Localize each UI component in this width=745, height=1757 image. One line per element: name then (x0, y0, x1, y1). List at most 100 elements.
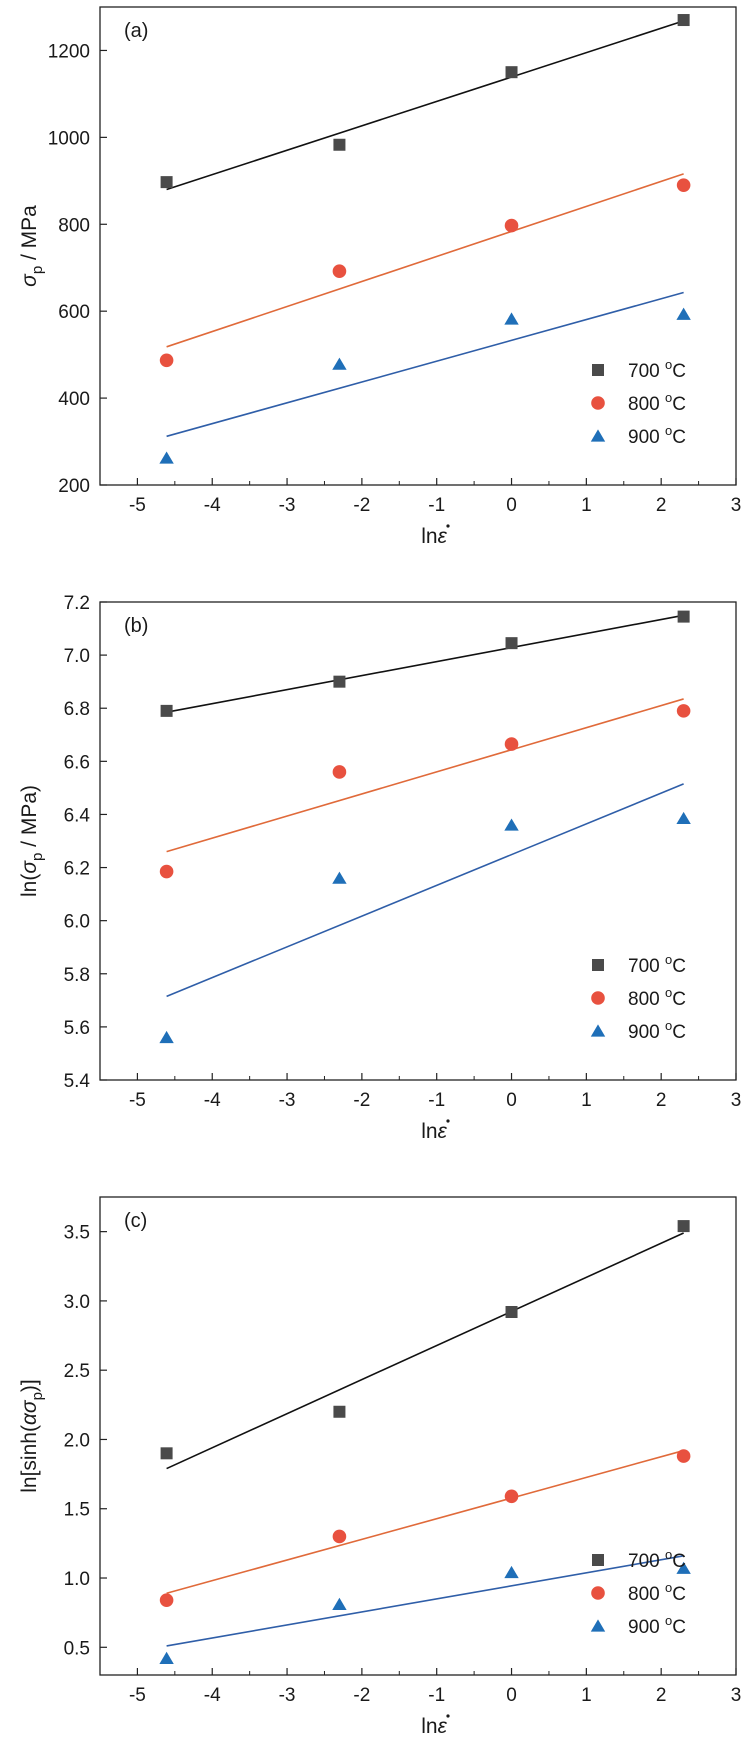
legend-label: 800 oC (628, 390, 686, 415)
data-point (333, 1405, 346, 1418)
x-tick-label: -4 (204, 1090, 221, 1111)
data-point (332, 871, 347, 884)
data-point (332, 765, 347, 779)
fit-line-3 (166, 783, 684, 998)
data-point (676, 178, 691, 192)
svg-text:lnε: lnε (421, 1715, 447, 1738)
data-point (332, 1597, 347, 1610)
fit-line-2 (166, 173, 684, 348)
fit-line-1 (166, 20, 684, 191)
legend-marker (591, 1586, 605, 1600)
data-point (676, 1561, 691, 1574)
y-tick-label: 400 (58, 389, 90, 410)
y-tick-label: 2.0 (64, 1430, 90, 1451)
y-tick-label: 600 (58, 302, 90, 323)
x-tick-label: 3 (731, 495, 742, 516)
x-tick-label: -5 (129, 495, 146, 516)
x-axis-label: lnε (421, 524, 450, 548)
fit-line-1 (166, 614, 684, 713)
data-point (676, 307, 691, 320)
x-tick-label: -2 (353, 1685, 370, 1706)
y-tick-label: 6.4 (64, 805, 91, 826)
y-tick-label: 1.5 (64, 1500, 90, 1521)
y-tick-label: 800 (58, 215, 90, 236)
x-tick-label: -1 (428, 495, 445, 516)
x-tick-label: 1 (581, 1685, 592, 1706)
panel-label: (b) (124, 615, 148, 637)
data-point (159, 451, 174, 464)
y-tick-label: 3.5 (64, 1223, 90, 1244)
legend-label: 700 oC (628, 357, 686, 382)
y-axis-label: σp / MPa (18, 205, 46, 287)
y-tick-label: 3.0 (64, 1292, 90, 1313)
y-tick-label: 0.5 (64, 1638, 90, 1659)
x-tick-label: 3 (731, 1090, 742, 1111)
legend-marker (591, 396, 605, 410)
data-point (676, 704, 691, 718)
plot-frame (99, 601, 737, 1081)
y-tick-label: 6.0 (64, 912, 90, 933)
data-point (677, 610, 690, 623)
legend-label: 700 oC (628, 952, 686, 977)
data-point (160, 704, 173, 717)
fit-line-2 (166, 1449, 684, 1595)
legend-marker (591, 991, 605, 1005)
fit-line-3 (166, 1555, 684, 1647)
x-axis-label: lnε (421, 1119, 450, 1143)
fit-line-1 (166, 1232, 684, 1470)
data-point (159, 1030, 174, 1044)
x-tick-label: 0 (506, 1685, 517, 1706)
x-axis-label-dot (446, 524, 450, 528)
y-tick-label: 5.4 (64, 1071, 91, 1092)
x-tick-label: -3 (279, 1090, 296, 1111)
data-point (677, 14, 690, 27)
svg-text:σp / MPa: σp / MPa (18, 205, 46, 287)
data-point (159, 1593, 174, 1607)
x-tick-label: -2 (353, 1090, 370, 1111)
legend-marker (590, 1024, 606, 1037)
y-tick-label: 1000 (48, 128, 90, 149)
data-point (505, 637, 518, 650)
x-axis-label-dot (446, 1119, 450, 1123)
legend-label: 800 oC (628, 1580, 686, 1605)
data-point (160, 1447, 173, 1460)
data-point (333, 138, 346, 151)
svg-text:ln[sinh(ασp)]: ln[sinh(ασp)] (18, 1379, 46, 1493)
x-tick-label: 2 (656, 1090, 667, 1111)
x-tick-label: -3 (279, 1685, 296, 1706)
data-point (504, 1565, 519, 1579)
data-point (677, 1220, 690, 1233)
x-tick-label: 1 (581, 1090, 592, 1111)
svg-text:lnε: lnε (421, 525, 447, 548)
legend-marker (592, 959, 604, 971)
legend-marker (592, 364, 604, 376)
fit-line-2 (166, 698, 684, 853)
x-tick-label: -4 (204, 1685, 221, 1706)
x-tick-label: -5 (129, 1090, 146, 1111)
data-point (332, 1529, 347, 1544)
legend-marker (590, 429, 606, 442)
x-tick-label: -1 (428, 1090, 445, 1111)
fit-line-3 (166, 291, 684, 438)
data-point (505, 1305, 518, 1318)
y-axis-label: ln[sinh(ασp)] (18, 1379, 46, 1493)
data-point (332, 357, 347, 370)
data-point (333, 675, 346, 688)
y-tick-label: 6.2 (64, 859, 90, 880)
data-point (504, 312, 519, 325)
data-point (676, 1449, 691, 1463)
y-tick-label: 7.2 (64, 593, 90, 614)
plot-frame (99, 6, 737, 486)
svg-text:lnε: lnε (421, 1120, 447, 1143)
panel-label: (a) (124, 20, 148, 42)
panel-b: -5 -4 -3 -2 -1 0 1 2 3 5.4 5.6 5.8 6.0 6.2 6.4 6.6 6.8 7.… (18, 593, 741, 1143)
data-point (160, 176, 173, 189)
data-point (159, 1651, 174, 1664)
panel-a: -5 -4 -3 -2 -1 0 1 2 3 200 400 600 800 1000 1200 (a) lnε… (18, 6, 742, 548)
panel-c: -5 -4 -3 -2 -1 0 1 2 3 0.5 1.0 1.5 2.0 2.5 3.0 3.5 (c) ln… (18, 1196, 741, 1738)
legend-label: 700 oC (628, 1547, 686, 1572)
y-tick-label: 7.0 (64, 646, 90, 667)
svg-text:ln(σp / MPa): ln(σp / MPa) (18, 785, 46, 897)
data-point (159, 864, 174, 879)
